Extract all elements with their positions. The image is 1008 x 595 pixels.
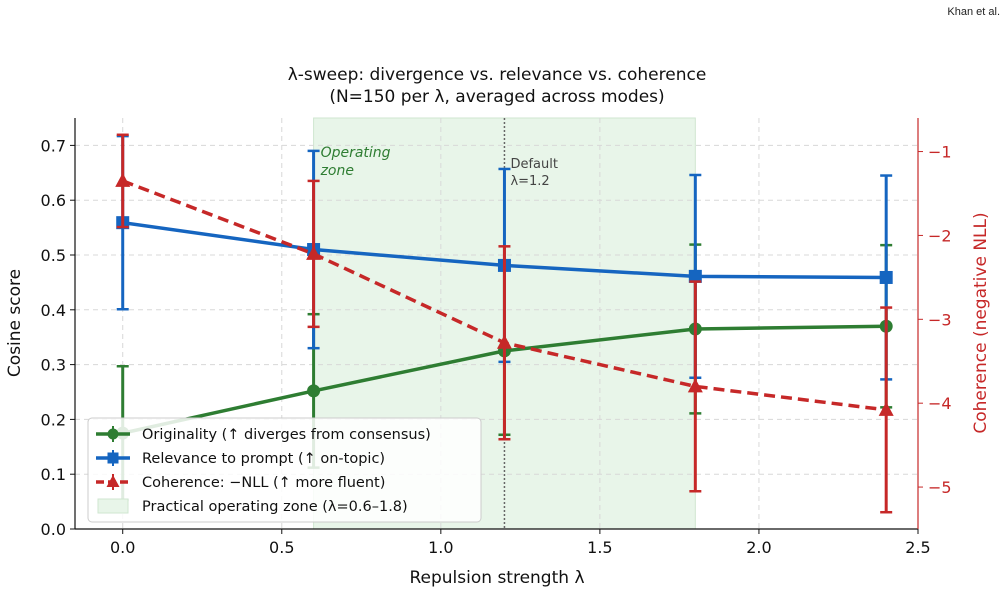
legend-label: Relevance to prompt (↑ on-topic) xyxy=(142,451,385,467)
y-tick-label: 0.6 xyxy=(41,191,66,210)
y-axis-label: Cosine score xyxy=(5,269,25,377)
operating-zone-label: Operating xyxy=(321,145,391,161)
legend-label: Originality (↑ diverges from consensus) xyxy=(142,427,431,443)
data-point xyxy=(687,378,703,393)
y-tick-label: 0.1 xyxy=(41,465,66,484)
y-tick-label: 0.0 xyxy=(41,520,66,539)
x-tick-label: 1.0 xyxy=(428,538,453,557)
author-credit: Khan et al. xyxy=(947,6,1000,18)
y-tick-label: 0.4 xyxy=(41,301,66,320)
default-lambda-label: Default xyxy=(510,157,558,172)
legend-marker xyxy=(107,452,119,464)
chart-subtitle: (N=150 per λ, averaged across modes) xyxy=(329,87,664,107)
legend-zone-swatch xyxy=(97,498,129,514)
data-point xyxy=(496,334,512,349)
y-tick-label: 0.2 xyxy=(41,410,66,429)
legend-label: Coherence: −NLL (↑ more fluent) xyxy=(142,475,385,491)
x-tick-label: 0.0 xyxy=(110,538,135,557)
y2-tick-label: −1 xyxy=(928,143,952,162)
chart-title: λ-sweep: divergence vs. relevance vs. co… xyxy=(288,65,707,85)
data-point xyxy=(307,384,321,398)
y-tick-label: 0.3 xyxy=(41,356,66,375)
data-point xyxy=(306,245,322,260)
legend: Originality (↑ diverges from consensus) R… xyxy=(87,417,482,523)
data-point xyxy=(878,401,894,416)
legend-marker xyxy=(106,475,120,487)
x-tick-label: 1.5 xyxy=(587,538,612,557)
data-point xyxy=(879,270,893,284)
x-axis-label: Repulsion strength λ xyxy=(409,568,584,588)
legend-label: Practical operating zone (λ=0.6–1.8) xyxy=(142,499,408,515)
data-point xyxy=(115,172,131,187)
legend-marker xyxy=(107,428,119,440)
legend-box xyxy=(87,417,482,523)
y2-axis-label: Coherence (negative NLL) xyxy=(971,212,991,433)
y2-tick-label: −5 xyxy=(928,478,952,497)
y-tick-label: 0.7 xyxy=(41,136,66,155)
default-lambda-label: λ=1.2 xyxy=(510,174,549,189)
x-tick-label: 2.0 xyxy=(746,538,771,557)
x-tick-label: 0.5 xyxy=(269,538,294,557)
y2-tick-label: −3 xyxy=(928,310,952,329)
y2-tick-label: −2 xyxy=(928,226,952,245)
y2-tick-label: −4 xyxy=(928,394,952,413)
operating-zone-label: zone xyxy=(320,163,354,179)
data-point xyxy=(688,269,702,283)
x-tick-label: 2.5 xyxy=(905,538,930,557)
y-tick-label: 0.5 xyxy=(41,246,66,265)
